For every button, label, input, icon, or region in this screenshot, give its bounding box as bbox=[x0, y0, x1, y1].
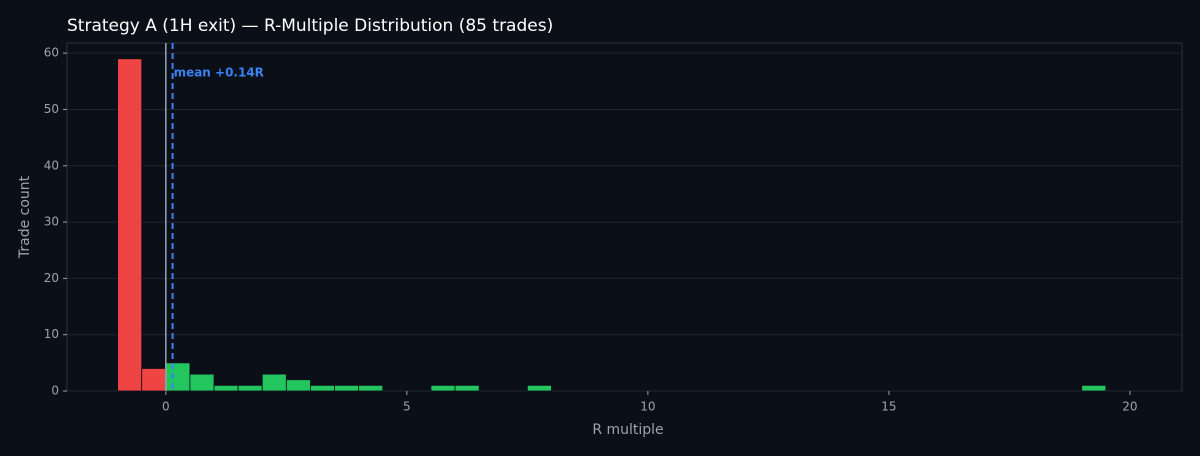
x-tick-label: 5 bbox=[403, 400, 411, 414]
bar bbox=[117, 58, 143, 392]
x-tick-label: 20 bbox=[1122, 400, 1137, 414]
chart-title: Strategy A (1H exit) — R-Multiple Distri… bbox=[67, 16, 553, 36]
bar bbox=[165, 362, 191, 392]
x-axis-label: R multiple bbox=[592, 422, 663, 438]
bar bbox=[310, 384, 335, 392]
bar bbox=[213, 384, 239, 392]
plot-area bbox=[66, 42, 1183, 392]
x-tick-label: 10 bbox=[640, 400, 655, 414]
bar bbox=[454, 384, 480, 392]
y-tick-label: 30 bbox=[44, 215, 59, 229]
bar bbox=[285, 379, 311, 392]
y-tick-label: 0 bbox=[51, 384, 59, 398]
y-axis-label: Trade count bbox=[17, 175, 33, 259]
bar bbox=[526, 384, 552, 392]
x-tick-label: 15 bbox=[881, 400, 896, 414]
y-tick-label: 50 bbox=[44, 102, 59, 116]
bar bbox=[334, 384, 360, 392]
bar bbox=[430, 384, 456, 392]
bar bbox=[237, 384, 263, 392]
bar bbox=[189, 373, 215, 392]
bar bbox=[1081, 384, 1107, 392]
y-tick-label: 60 bbox=[44, 46, 59, 60]
mean-label: mean +0.14R bbox=[174, 66, 264, 80]
bar bbox=[358, 384, 384, 392]
bar bbox=[261, 373, 287, 392]
y-tick-label: 10 bbox=[44, 327, 59, 341]
y-tick-label: 20 bbox=[44, 271, 59, 285]
x-tick-label: 0 bbox=[162, 400, 170, 414]
bar bbox=[141, 368, 167, 392]
y-tick-label: 40 bbox=[44, 158, 59, 172]
